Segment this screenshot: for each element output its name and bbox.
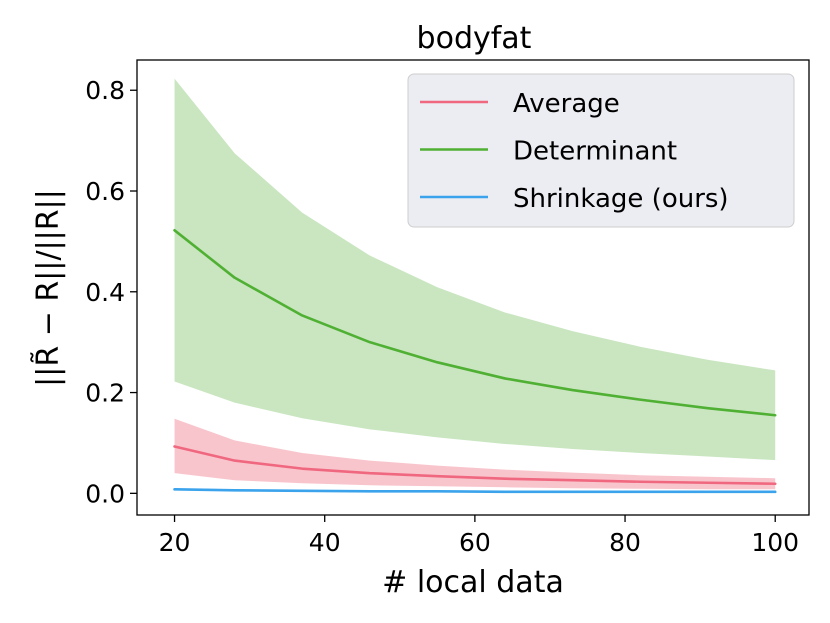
series-lines [173, 229, 777, 494]
legend-box [407, 73, 795, 228]
x-tick-label: 60 [459, 528, 491, 557]
chart-title: bodyfat [417, 21, 532, 56]
shrinkage-ours-line [173, 488, 777, 494]
x-axis: 20 40 60 80 100 [159, 515, 799, 557]
y-axis-label: ||R̃ − R||/||R|| [31, 189, 66, 387]
plot-frame [136, 59, 810, 516]
legend-label-determinant: Determinant [513, 137, 677, 167]
x-tick-label: 80 [609, 528, 641, 557]
y-tick-label: 0.4 [85, 278, 125, 307]
y-axis: 0.0 0.2 0.4 0.6 0.8 [85, 76, 137, 508]
legend-label-average: Average [513, 89, 620, 119]
average-band [174, 418, 776, 490]
x-axis-label: # local data [382, 565, 564, 600]
determinant-line [173, 229, 777, 417]
determinant-band [174, 78, 776, 461]
y-tick-label: 0.0 [85, 479, 125, 508]
x-tick-label: 100 [751, 528, 799, 557]
legend-label-shrinkage-ours: Shrinkage (ours) [513, 184, 729, 214]
y-tick-label: 0.2 [85, 379, 125, 408]
y-tick-label: 0.6 [85, 177, 125, 206]
x-tick-label: 40 [309, 528, 341, 557]
y-tick-label: 0.8 [85, 76, 125, 105]
x-tick-label: 20 [159, 528, 191, 557]
legend: Average Determinant Shrinkage (ours) [407, 73, 795, 228]
average-line [173, 445, 777, 486]
